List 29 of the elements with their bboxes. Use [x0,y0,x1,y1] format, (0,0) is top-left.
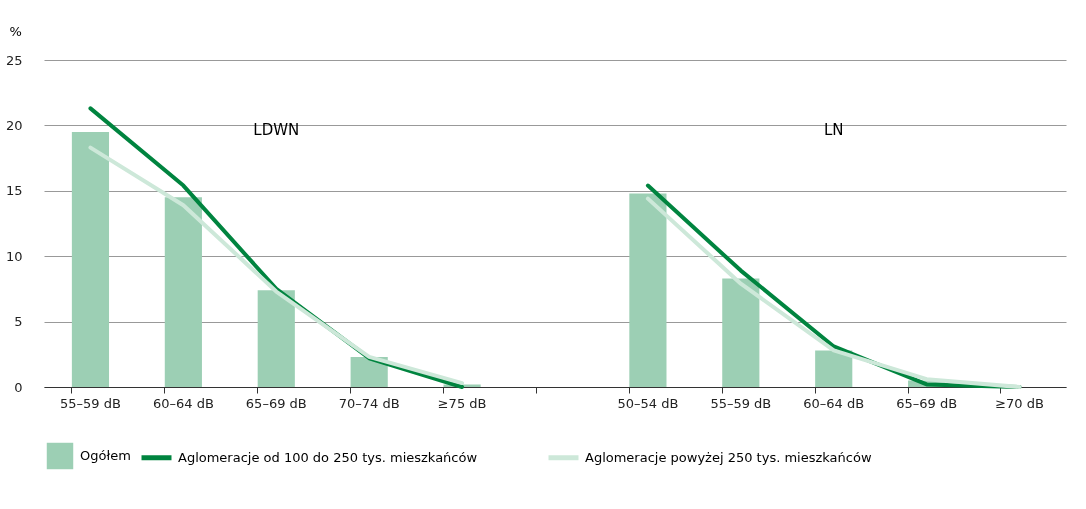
x-tick-label: 65–69 dB [245,395,307,411]
bar [71,131,110,387]
x-tick-label: 60–64 dB [803,395,865,411]
x-tick-label: 65–69 dB [896,395,958,411]
annotation: LDWN [253,121,300,139]
y-tick-label: 0 [14,379,23,395]
x-tick-label: 50–54 dB [617,395,679,411]
legend-label: Aglomeracje powyżej 250 tys. mieszkańców [585,449,872,465]
bar [257,290,295,387]
bar [629,193,667,387]
x-tick-label: ≥75 dB [437,395,487,411]
bar [815,350,853,387]
bar [350,356,388,387]
bar [164,197,202,387]
y-tick-label: 25 [5,52,23,68]
y-tick-label: 15 [5,183,23,199]
legend-label: Ogółem [80,448,131,463]
legend-label: Aglomeracje od 100 do 250 tys. mieszkańców [178,449,478,465]
x-tick-label: 70–74 dB [338,395,400,411]
x-tick-label: 55–59 dB [60,395,121,411]
y-tick-label: 20 [5,117,23,133]
annotation: LN [823,121,844,139]
y-axis-title: % [9,23,22,39]
bar [722,278,760,387]
x-tick-label: 55–59 dB [710,395,772,411]
x-tick-label: 60–64 dB [152,395,214,411]
y-tick-label: 5 [14,314,23,330]
y-tick-label: 10 [5,248,23,264]
x-tick-label: ≥70 dB [995,395,1044,411]
